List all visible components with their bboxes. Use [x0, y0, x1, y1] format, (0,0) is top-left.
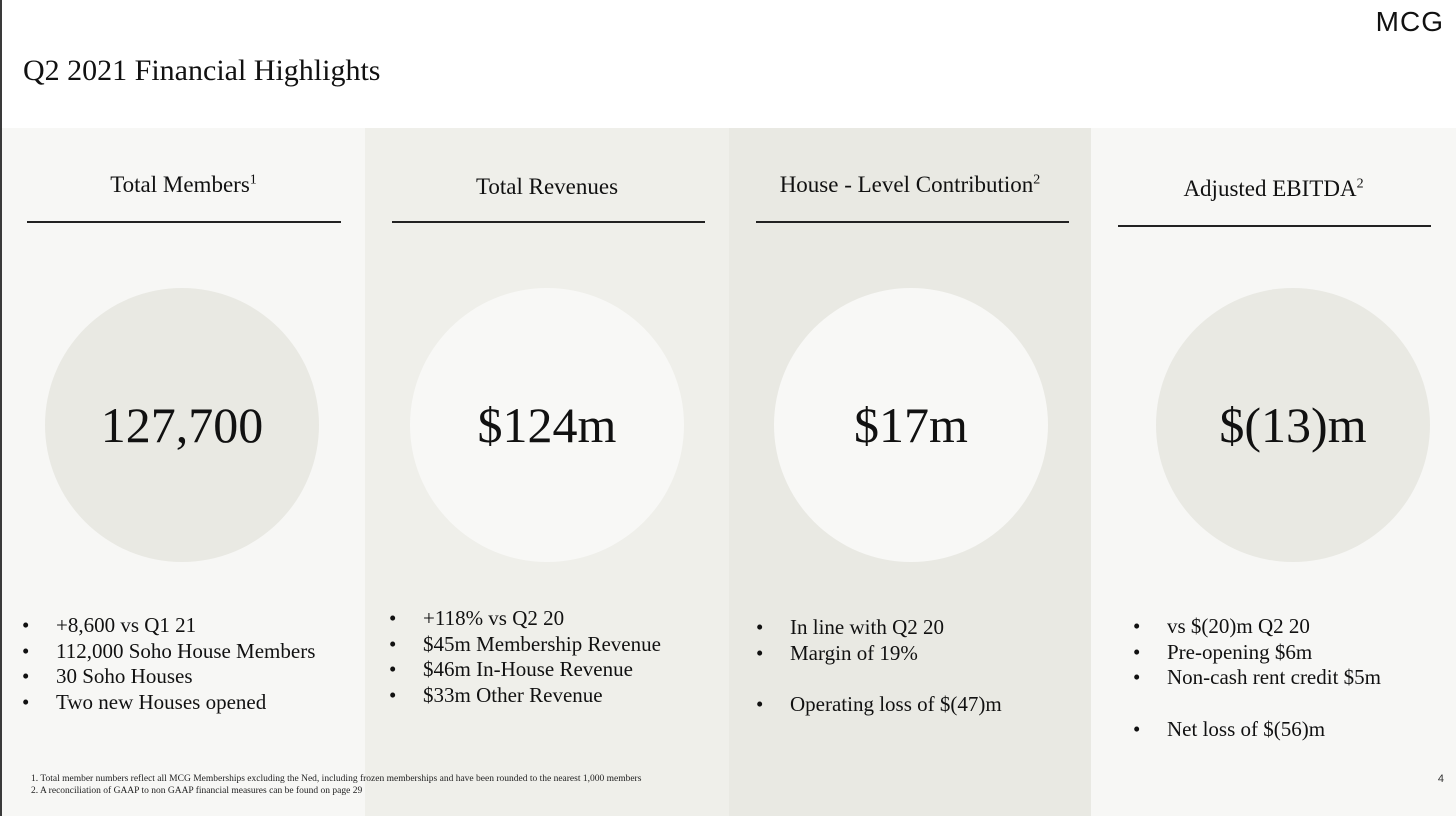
footnote-ref: 1 [249, 172, 257, 188]
list-item: In line with Q2 20 [756, 615, 1002, 641]
list-item: +8,600 vs Q1 21 [22, 613, 315, 639]
panel-heading: House - Level Contribution2 [729, 172, 1091, 198]
list-item: 112,000 Soho House Members [22, 639, 315, 665]
footnote-ref: 2 [1356, 176, 1364, 192]
bullet-list: In line with Q2 20 Margin of 19% Operati… [756, 615, 1002, 718]
list-item: $46m In-House Revenue [389, 657, 661, 683]
bullet-list: vs $(20)m Q2 20 Pre-opening $6m Non-cash… [1133, 614, 1381, 742]
panel-total-revenues: Total Revenues $124m +118% vs Q2 20 $45m… [365, 128, 729, 816]
panel-heading: Adjusted EBITDA2 [1091, 176, 1456, 202]
heading-underline [392, 221, 705, 223]
metric-value: $17m [854, 397, 968, 453]
page-title: Q2 2021 Financial Highlights [23, 54, 381, 87]
bullet-list: +118% vs Q2 20 $45m Membership Revenue $… [389, 606, 661, 708]
footnote-1: 1. Total member numbers reflect all MCG … [31, 774, 642, 784]
metric-value: $(13)m [1219, 397, 1367, 453]
heading-text: Total Revenues [475, 174, 619, 199]
footnote-2: 2. A reconciliation of GAAP to non GAAP … [31, 786, 363, 796]
metric-circle: $(13)m [1156, 288, 1430, 562]
list-item: Two new Houses opened [22, 690, 315, 716]
heading-text: Adjusted EBITDA [1183, 176, 1357, 201]
list-item: $45m Membership Revenue [389, 632, 661, 658]
metric-circle: 127,700 [45, 288, 319, 562]
list-item: $33m Other Revenue [389, 683, 661, 709]
panel-total-members: Total Members1 127,700 +8,600 vs Q1 21 1… [2, 128, 365, 816]
bullet-list: +8,600 vs Q1 21 112,000 Soho House Membe… [22, 613, 315, 715]
panel-house-level-contribution: House - Level Contribution2 $17m In line… [729, 128, 1091, 816]
metric-circle: $17m [774, 288, 1048, 562]
heading-text: House - Level Contribution [779, 172, 1034, 197]
left-edge-rule [0, 0, 2, 816]
list-item: Net loss of $(56)m [1133, 717, 1381, 743]
page-number: 4 [1437, 773, 1444, 785]
list-item: Margin of 19% [756, 641, 1002, 667]
list-item: Non-cash rent credit $5m [1133, 665, 1381, 691]
list-item: Pre-opening $6m [1133, 640, 1381, 666]
metric-circle: $124m [410, 288, 684, 562]
mcg-logo: MCG [1375, 6, 1444, 37]
panel-adjusted-ebitda: Adjusted EBITDA2 $(13)m vs $(20)m Q2 20 … [1091, 128, 1456, 816]
heading-underline [756, 221, 1069, 223]
footnotes: 1. Total member numbers reflect all MCG … [31, 773, 641, 797]
heading-text: Total Members [110, 172, 250, 197]
panel-heading: Total Members1 [2, 172, 365, 198]
metric-value: 127,700 [100, 397, 264, 453]
heading-underline [27, 221, 341, 223]
list-item: Operating loss of $(47)m [756, 692, 1002, 718]
list-item: +118% vs Q2 20 [389, 606, 661, 632]
heading-underline [1118, 225, 1431, 227]
metric-value: $124m [477, 397, 617, 453]
panel-heading: Total Revenues [365, 174, 729, 200]
list-item: vs $(20)m Q2 20 [1133, 614, 1381, 640]
list-item: 30 Soho Houses [22, 664, 315, 690]
footnote-ref: 2 [1033, 172, 1041, 188]
